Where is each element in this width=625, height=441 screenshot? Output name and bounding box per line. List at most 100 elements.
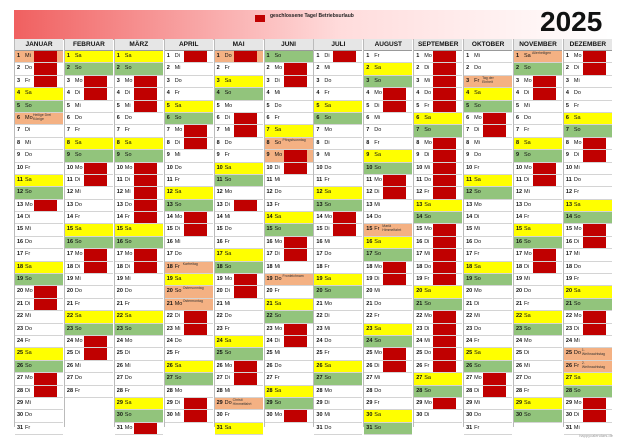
day-cell[interactable]: 3 Mo: [64, 75, 113, 89]
day-cell[interactable]: 18 Fr: [314, 262, 363, 275]
day-cell[interactable]: 24 Sa: [214, 335, 263, 349]
day-cell[interactable]: 20 Sa: [563, 286, 612, 299]
day-cell[interactable]: 28 Di: [464, 385, 513, 398]
day-cell[interactable]: 12 Fr: [563, 187, 612, 200]
day-cell[interactable]: 20 Do: [64, 286, 113, 299]
day-cell[interactable]: 12 Mo: [214, 187, 263, 200]
day-cell[interactable]: 31 Mo: [114, 422, 163, 436]
day-cell[interactable]: 3 Di: [264, 75, 313, 89]
day-cell[interactable]: 4 Di: [64, 88, 113, 101]
day-cell[interactable]: 12 Di: [364, 187, 413, 200]
day-cell[interactable]: 26 So: [464, 360, 513, 374]
day-cell[interactable]: 9 Di: [414, 150, 463, 163]
day-cell[interactable]: 19 Sa: [314, 274, 363, 287]
day-cell[interactable]: 3 Mo: [514, 75, 562, 89]
day-cell[interactable]: 1 Mi: [464, 51, 513, 64]
day-cell[interactable]: 8 Di: [164, 137, 213, 151]
day-cell[interactable]: 26 Di: [364, 360, 413, 374]
day-cell[interactable]: 13 Do: [114, 199, 163, 213]
day-cell[interactable]: 14 Fr: [514, 212, 562, 225]
day-cell[interactable]: 6 Mi: [364, 113, 413, 126]
day-cell[interactable]: 10 Fr: [464, 163, 513, 175]
day-cell[interactable]: 19 Fr: [563, 274, 612, 287]
day-cell[interactable]: 27 So: [314, 373, 363, 386]
day-cell[interactable]: 17 Fr: [15, 249, 63, 262]
day-cell[interactable]: 22 Mo: [563, 311, 612, 324]
day-cell[interactable]: 15 Sa: [114, 224, 163, 237]
day-cell[interactable]: 6 Do: [64, 113, 113, 126]
day-cell[interactable]: 14 So: [563, 212, 612, 225]
day-cell[interactable]: 10 Mi: [414, 162, 463, 175]
day-cell[interactable]: 13 Mo: [15, 199, 63, 213]
day-cell[interactable]: 11 Di: [64, 174, 113, 188]
day-cell[interactable]: 21 So: [563, 298, 612, 312]
day-cell[interactable]: 15 Mi: [15, 224, 63, 237]
day-cell[interactable]: 14 Sa: [264, 212, 313, 225]
day-cell[interactable]: 15 Mo: [414, 224, 463, 237]
day-cell[interactable]: 10 Di: [264, 162, 313, 175]
day-cell[interactable]: 2 So: [114, 63, 163, 76]
day-cell[interactable]: 19 Di: [364, 274, 413, 287]
day-cell[interactable]: 3 Fr: [15, 75, 63, 89]
day-cell[interactable]: 12 Mi: [64, 187, 113, 200]
day-cell[interactable]: 5 Mi: [514, 101, 562, 113]
day-cell[interactable]: 13 Do: [64, 200, 113, 213]
day-cell[interactable]: 1 So: [264, 51, 313, 64]
day-cell[interactable]: 16 Do: [464, 237, 513, 250]
day-cell[interactable]: 17 Do: [314, 249, 363, 262]
day-cell[interactable]: 20 Mo: [464, 286, 513, 299]
day-cell[interactable]: 27 Do: [514, 373, 562, 386]
day-cell[interactable]: 11 Sa: [464, 174, 513, 188]
day-cell[interactable]: 28 Di: [15, 385, 63, 398]
day-cell[interactable]: 16 So: [514, 236, 562, 250]
day-cell[interactable]: 11 Sa: [15, 174, 63, 188]
day-cell[interactable]: 25 Sa: [464, 348, 513, 361]
day-cell[interactable]: 24 Mo: [64, 335, 113, 349]
day-cell[interactable]: 16 Sa: [364, 236, 413, 250]
day-cell[interactable]: 23 So: [514, 323, 562, 336]
day-cell[interactable]: 29 Mi: [15, 398, 63, 411]
day-cell[interactable]: 17 Mo: [64, 249, 113, 262]
day-cell[interactable]: 11 Mo: [364, 174, 413, 188]
day-cell[interactable]: 10 So: [364, 162, 413, 175]
day-cell[interactable]: 3 Mi: [414, 75, 463, 89]
day-cell[interactable]: 13 So: [164, 199, 213, 213]
day-cell[interactable]: 21 Di: [15, 298, 63, 312]
day-cell[interactable]: 23 So: [114, 323, 163, 336]
day-cell[interactable]: 2 Mi: [314, 63, 363, 76]
day-cell[interactable]: 3 Do: [314, 76, 363, 89]
day-cell[interactable]: 20 Di: [214, 286, 263, 299]
day-cell[interactable]: 3 Fr Tag der Einheit: [464, 75, 513, 89]
day-cell[interactable]: 14 So: [414, 212, 463, 225]
day-cell[interactable]: 28 Fr: [64, 386, 113, 398]
day-cell[interactable]: 26 Mi: [114, 361, 163, 374]
day-cell[interactable]: 21 Do: [364, 299, 413, 312]
day-cell[interactable]: 4 Di: [114, 88, 163, 101]
day-cell[interactable]: 17 Fr: [464, 249, 513, 262]
day-cell[interactable]: 29 So: [264, 397, 313, 411]
day-cell[interactable]: 5 Sa: [314, 100, 363, 113]
day-cell[interactable]: 21 Di: [464, 299, 513, 312]
day-cell[interactable]: 27 Mo: [464, 373, 513, 386]
day-cell[interactable]: 18 Sa: [464, 261, 513, 275]
day-cell[interactable]: 11 Fr: [164, 175, 213, 188]
day-cell[interactable]: 8 Fr: [364, 138, 413, 151]
day-cell[interactable]: 19 So: [15, 274, 63, 287]
day-cell[interactable]: 13 Sa: [563, 199, 612, 213]
day-cell[interactable]: 20 Fr: [264, 286, 313, 299]
day-cell[interactable]: 11 Mi: [264, 175, 313, 188]
day-cell[interactable]: 16 So: [64, 236, 113, 250]
day-cell[interactable]: 8 Sa: [64, 137, 113, 151]
day-cell[interactable]: 30 Do: [464, 410, 513, 423]
day-cell[interactable]: 4 Di: [514, 88, 562, 101]
day-cell[interactable]: 7 Sa: [264, 125, 313, 138]
day-cell[interactable]: 24 Mo: [114, 336, 163, 349]
day-cell[interactable]: 25 Sa: [15, 348, 63, 361]
day-cell[interactable]: 24 Fr: [15, 336, 63, 349]
day-cell[interactable]: 18 Di: [514, 261, 562, 275]
day-cell[interactable]: 3 Mo: [114, 75, 163, 89]
day-cell[interactable]: 31 Sa: [214, 422, 263, 436]
day-cell[interactable]: 4 Fr: [164, 88, 213, 101]
day-cell[interactable]: 25 Fr: [314, 348, 363, 361]
day-cell[interactable]: 17 Sa: [214, 249, 263, 262]
